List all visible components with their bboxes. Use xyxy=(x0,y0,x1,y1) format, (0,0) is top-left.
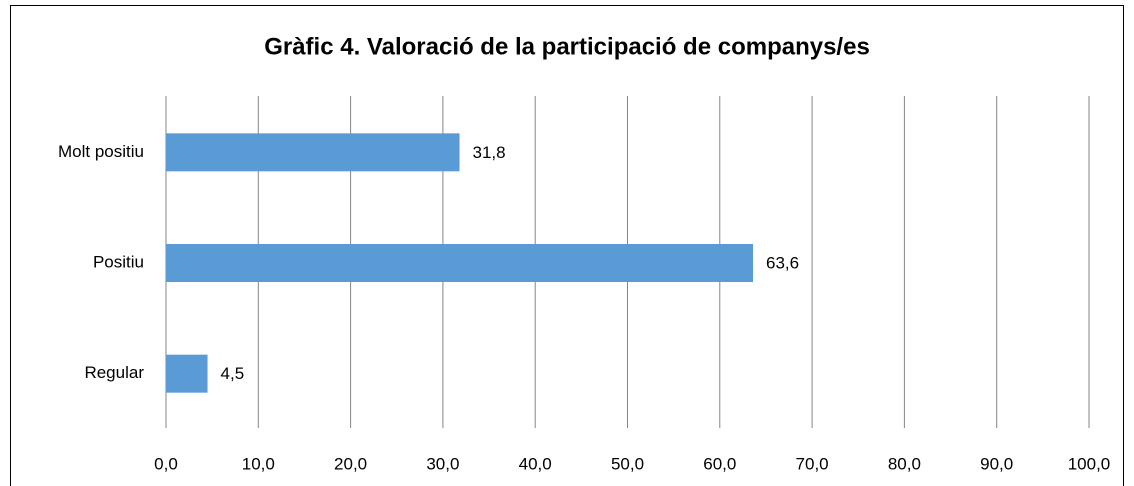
bar xyxy=(166,354,208,393)
value-label: 4,5 xyxy=(221,364,245,383)
x-tick-label: 20,0 xyxy=(334,454,367,473)
bar xyxy=(166,133,460,172)
value-label: 31,8 xyxy=(473,143,506,162)
y-tick-label: Regular xyxy=(84,363,144,382)
chart-title: Gràfic 4. Valoració de la participació d… xyxy=(264,33,870,60)
y-tick-label: Molt positiu xyxy=(58,142,144,161)
x-tick-label: 30,0 xyxy=(426,454,459,473)
bar xyxy=(166,244,754,282)
x-tick-label: 0,0 xyxy=(154,454,178,473)
value-label: 63,6 xyxy=(766,253,799,272)
x-tick-label: 60,0 xyxy=(703,454,736,473)
x-tick-label: 80,0 xyxy=(888,454,921,473)
x-tick-label: 70,0 xyxy=(796,454,829,473)
x-tick-label: 50,0 xyxy=(611,454,644,473)
x-tick-label: 10,0 xyxy=(242,454,275,473)
x-tick-label: 40,0 xyxy=(519,454,552,473)
x-tick-label: 90,0 xyxy=(980,454,1013,473)
x-tick-label: 100,0 xyxy=(1068,454,1111,473)
y-tick-label: Positiu xyxy=(93,252,144,271)
